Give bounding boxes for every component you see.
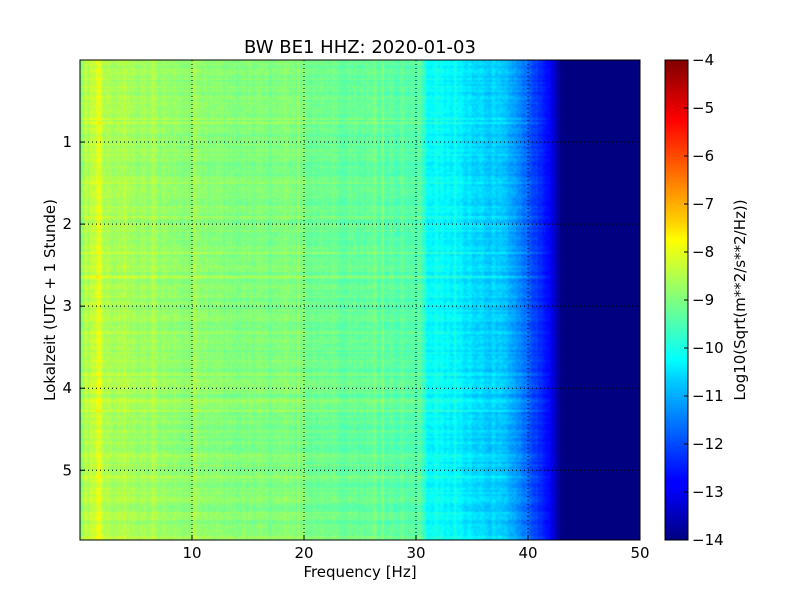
x-axis-ticks: 10 20 30 40 50 [182, 535, 650, 562]
colorbar-tick-label: −14 [692, 531, 724, 549]
x-axis-label: Frequency [Hz] [303, 563, 416, 581]
y-axis-ticks: 1 2 3 4 5 [62, 133, 85, 479]
colorbar-tick-label: −7 [692, 195, 714, 213]
y-tick-label: 3 [62, 297, 72, 315]
colorbar-label: Log10(Sqrt(m**2/s**2/Hz)) [731, 199, 749, 400]
colorbar-tick-label: −6 [692, 147, 714, 165]
x-tick-label: 10 [182, 544, 201, 562]
y-axis-label: Lokalzeit (UTC + 1 Stunde) [41, 199, 59, 401]
spectrogram-heatmap [80, 60, 640, 540]
chart-title: BW BE1 HHZ: 2020-01-03 [244, 37, 476, 58]
colorbar-ticks: −4 −5 −6 −7 −8 −9 −10 −11 −12 −13 −14 [684, 51, 724, 549]
plot-frame [79, 59, 641, 541]
colorbar-tick-label: −13 [692, 483, 724, 501]
colorbar-tick-label: −8 [692, 243, 714, 261]
colorbar-tick-label: −4 [692, 51, 714, 69]
x-tick-label: 40 [518, 544, 537, 562]
colorbar-tick-label: −12 [692, 435, 724, 453]
x-tick-label: 50 [630, 544, 649, 562]
y-tick-label: 2 [62, 215, 72, 233]
colorbar: −4 −5 −6 −7 −8 −9 −10 −11 −12 −13 −14 Log10(Sqrt(m… [664, 51, 749, 549]
colorbar-tick-label: −9 [692, 291, 714, 309]
plot-area: 10 20 30 40 50 1 2 3 4 5 [62, 59, 650, 562]
colorbar-tick-label: −11 [692, 387, 724, 405]
grid-lines [80, 60, 640, 540]
y-tick-label: 1 [62, 133, 72, 151]
y-tick-label: 4 [62, 379, 72, 397]
x-tick-label: 20 [294, 544, 313, 562]
y-tick-label: 5 [62, 461, 72, 479]
colorbar-tick-label: −5 [692, 99, 714, 117]
colorbar-tick-label: −10 [692, 339, 724, 357]
x-tick-label: 30 [406, 544, 425, 562]
